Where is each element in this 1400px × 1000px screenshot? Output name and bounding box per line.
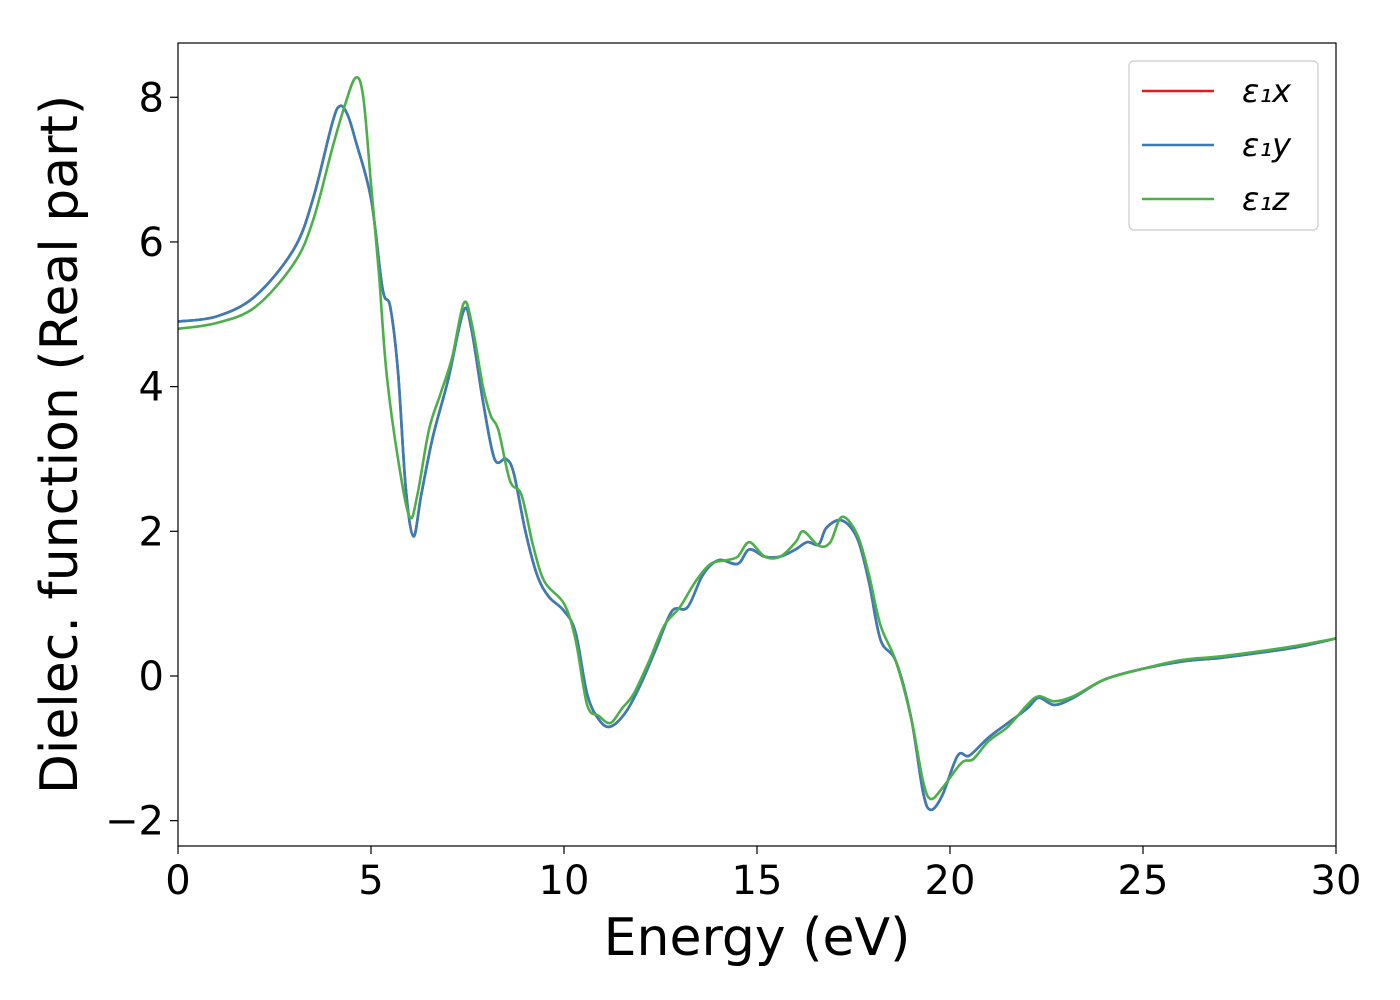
- legend-label: ε₁x: [1242, 72, 1292, 110]
- y-axis-ticks: −2 0 2 4 6 8: [105, 75, 178, 845]
- legend-box: [1128, 60, 1319, 231]
- y-tick-label: 2: [139, 509, 164, 555]
- legend-label: ε₁y: [1242, 126, 1292, 164]
- legend-entry-z: ε₁z: [1142, 180, 1290, 218]
- x-tick-label: 30: [1311, 858, 1362, 904]
- legend: ε₁x ε₁y ε₁z: [1128, 60, 1319, 231]
- y-axis-title: Dielec. function (Real part): [30, 95, 90, 794]
- x-tick-label: 20: [925, 858, 976, 904]
- y-tick-label: 0: [139, 654, 164, 700]
- series-line-z: [178, 76, 1336, 801]
- x-tick-label: 10: [539, 858, 590, 904]
- series-layer: [178, 76, 1336, 812]
- y-tick-label: −2: [105, 799, 164, 845]
- x-axis-title: Energy (eV): [604, 908, 911, 968]
- y-tick-label: 8: [139, 75, 164, 121]
- x-tick-label: 15: [732, 858, 783, 904]
- x-tick-label: 0: [165, 858, 190, 904]
- legend-label: ε₁z: [1242, 180, 1290, 218]
- x-axis-ticks: 0 5 10 15 20 25 30: [165, 846, 1361, 904]
- legend-entry-y: ε₁y: [1142, 126, 1292, 164]
- y-tick-label: 6: [139, 220, 164, 266]
- x-tick-label: 25: [1118, 858, 1169, 904]
- x-tick-label: 5: [358, 858, 383, 904]
- y-tick-label: 4: [139, 365, 164, 411]
- legend-entry-x: ε₁x: [1142, 72, 1292, 110]
